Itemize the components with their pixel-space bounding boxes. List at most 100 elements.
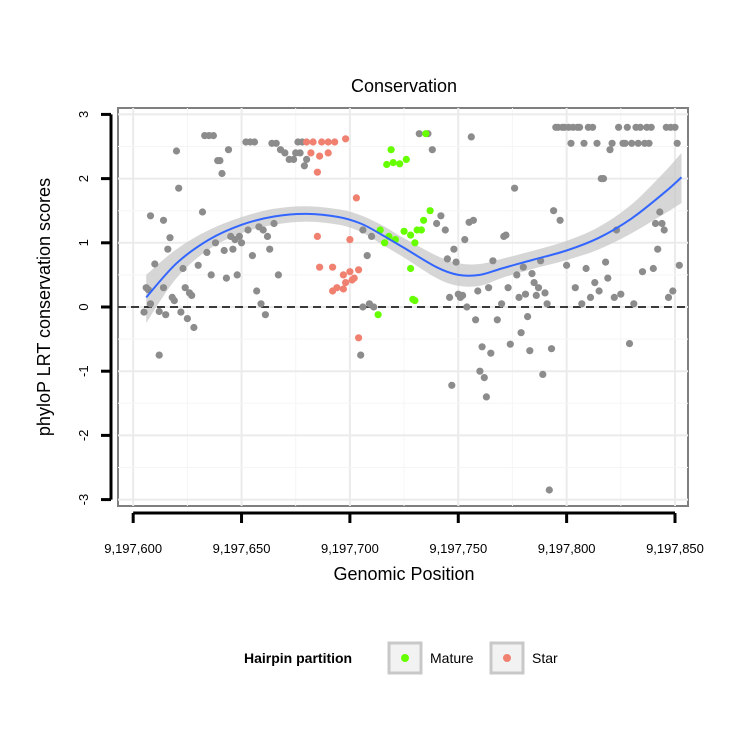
data-point-other [248, 252, 256, 260]
data-point-other [175, 184, 183, 192]
y-tick-label: 1 [76, 239, 91, 246]
data-point-other [474, 287, 482, 295]
x-axis-label: Genomic Position [333, 564, 474, 584]
data-point-other [493, 316, 501, 324]
data-point-other [266, 245, 274, 253]
data-point-star [355, 266, 363, 274]
data-point-other [524, 313, 532, 321]
data-point-other [589, 123, 597, 131]
data-point-other [140, 308, 148, 316]
data-point-other [159, 284, 168, 292]
data-point-other [450, 245, 458, 253]
data-point-other [224, 146, 233, 154]
data-point-other [625, 340, 634, 348]
legend-title: Hairpin partition [244, 650, 352, 666]
data-point-mature [383, 160, 391, 169]
x-tick-label: 9,197,850 [646, 541, 704, 556]
data-point-other [556, 216, 564, 224]
data-point-other [209, 132, 217, 140]
data-point-other [519, 263, 527, 271]
data-point-mature [411, 239, 419, 247]
data-point-other [162, 311, 170, 319]
data-point-other [636, 123, 644, 131]
data-point-other [664, 293, 673, 301]
data-point-other [617, 290, 625, 298]
data-point-other [443, 255, 451, 263]
data-point-other [476, 367, 484, 375]
data-point-other [467, 133, 475, 141]
data-point-other [365, 300, 373, 308]
data-point-other [539, 370, 547, 378]
data-point-other [599, 175, 608, 183]
data-point-other [461, 236, 469, 244]
data-point-mature [387, 146, 395, 154]
data-point-other [441, 226, 449, 234]
data-point-other [608, 139, 616, 147]
data-point-other [296, 149, 304, 157]
data-point-other [218, 169, 226, 178]
data-point-mature [400, 227, 408, 235]
data-point-other [469, 216, 477, 224]
data-point-other [159, 216, 168, 224]
data-point-other [658, 219, 666, 228]
data-point-other [190, 323, 198, 332]
data-point-other [151, 260, 159, 268]
data-point-other [482, 393, 490, 401]
data-point-other [259, 226, 267, 234]
data-point-mature [381, 239, 389, 247]
data-point-other [543, 300, 551, 308]
data-point-other [513, 271, 521, 279]
data-point-other [290, 155, 298, 163]
data-point-star [309, 138, 317, 146]
data-point-other [274, 271, 282, 279]
data-point-other [146, 212, 155, 220]
data-point-other [446, 293, 454, 301]
data-point-other [521, 290, 530, 298]
data-point-other [615, 123, 623, 131]
data-point-other [216, 157, 224, 165]
data-point-other [586, 293, 595, 301]
data-point-other [270, 219, 278, 228]
data-point-other [675, 261, 683, 269]
data-point-star [318, 138, 326, 146]
data-point-other [237, 239, 246, 247]
data-point-other [368, 232, 376, 240]
x-tick-label: 9,197,750 [429, 541, 487, 556]
data-point-mature [374, 311, 382, 319]
data-point-other [591, 279, 599, 287]
data-point-star [352, 194, 360, 202]
data-point-star [342, 279, 350, 287]
data-point-star [331, 138, 339, 146]
data-point-other [623, 123, 631, 131]
x-axis: 9,197,600 9,197,650 9,197,700 9,197,750 9,19… [104, 511, 704, 556]
data-point-other [515, 293, 523, 301]
data-point-other [602, 258, 610, 266]
data-point-star [303, 138, 311, 146]
data-point-other [541, 289, 549, 297]
data-point-other [645, 139, 653, 147]
data-point-other [578, 300, 586, 308]
data-point-other [669, 287, 677, 295]
data-point-other [630, 300, 638, 308]
data-point-mature [402, 155, 410, 163]
data-point-other [428, 146, 436, 154]
data-point-star [346, 268, 354, 276]
data-point-mature [420, 216, 428, 224]
legend: Hairpin partition Mature Star [244, 641, 558, 675]
data-point-other [656, 208, 664, 216]
data-point-other [487, 349, 495, 357]
data-point-other [498, 300, 506, 308]
data-point-other [437, 212, 445, 220]
data-point-other [628, 139, 636, 147]
x-tick-label: 9,197,650 [213, 541, 271, 556]
data-point-other [485, 284, 493, 292]
y-tick-label: 0 [76, 303, 91, 310]
data-point-other [651, 219, 660, 228]
data-point-other [510, 184, 519, 192]
data-points [140, 123, 683, 494]
data-point-other [595, 287, 603, 295]
chart-title: Conservation [351, 76, 457, 96]
data-point-other [188, 291, 196, 299]
data-point-other [634, 139, 642, 147]
data-point-star [339, 285, 347, 293]
